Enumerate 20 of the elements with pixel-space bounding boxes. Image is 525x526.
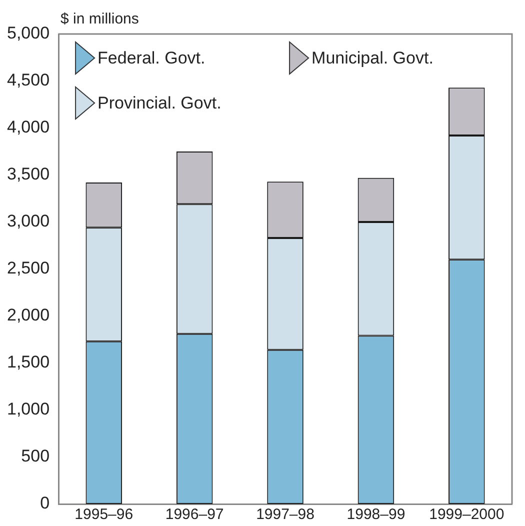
y-tick-label: 500	[21, 446, 50, 466]
y-tick-label: 4,500	[6, 70, 50, 90]
legend-label: Federal. Govt.	[98, 48, 206, 68]
y-tick-label: 1,000	[6, 400, 50, 419]
y-tick-label: 2,000	[6, 306, 50, 325]
y-tick-label: 1,500	[6, 352, 50, 372]
y-tick-label: 5,000	[6, 24, 50, 43]
y-tick-label: 2,500	[6, 258, 50, 278]
legend-label: Provincial. Govt.	[98, 94, 222, 113]
x-tick-label: 1995–96	[74, 506, 134, 524]
y-tick-label: 0	[40, 494, 50, 513]
y-tick-label: 3,500	[6, 164, 50, 184]
x-tick-label: 1996–97	[165, 506, 224, 524]
x-tick-label: 1999–2000	[429, 506, 504, 524]
y-tick-label: 4,000	[6, 118, 50, 137]
legend-label: Municipal. Govt.	[312, 48, 434, 68]
y-axis-title: $ in millions	[60, 10, 139, 28]
x-tick-label: 1998–99	[346, 506, 406, 524]
y-tick-label: 3,000	[6, 212, 50, 231]
x-tick-label: 1997–98	[256, 506, 314, 524]
